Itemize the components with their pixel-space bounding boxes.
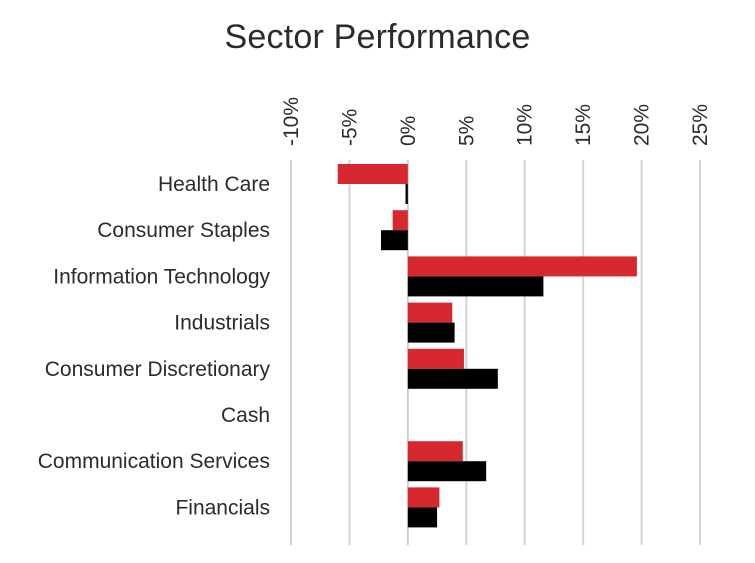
bar-black (405, 184, 408, 204)
category-label: Information Technology (53, 265, 270, 288)
bar-red (407, 302, 453, 323)
bar-black (407, 507, 438, 528)
x-tick-label: 10% (514, 104, 537, 146)
category-label: Consumer Staples (97, 219, 270, 242)
category-label: Communication Services (38, 450, 270, 473)
category-label: Health Care (158, 173, 270, 196)
x-axis-tick-labels: -10% -5% 0% 5% 10% 15% 20% 25% (280, 97, 712, 146)
category-label: Industrials (174, 312, 270, 335)
x-tick-label: 25% (689, 104, 712, 146)
bars (337, 164, 637, 528)
bar-black (407, 276, 544, 297)
x-tick-label: 20% (631, 104, 654, 146)
gridlines (290, 160, 701, 545)
category-label: Consumer Discretionary (45, 358, 271, 381)
x-tick-label: 0% (397, 116, 420, 146)
bar-red (407, 441, 463, 462)
category-labels: Health Care Consumer Staples Information T… (38, 173, 271, 519)
category-label: Financials (175, 496, 270, 519)
bar-red (407, 256, 637, 277)
bar-red (407, 348, 464, 369)
bar-black (407, 322, 455, 343)
x-tick-label: 5% (455, 116, 478, 146)
bar-black (380, 230, 408, 251)
x-tick-label: -10% (280, 97, 303, 146)
x-tick-label: -5% (338, 109, 361, 146)
chart-title: Sector Performance (224, 18, 531, 56)
bar-red (407, 487, 440, 508)
bar-red (337, 164, 408, 184)
x-tick-label: 15% (572, 104, 595, 146)
bar-black (407, 368, 498, 389)
bar-red (392, 210, 408, 231)
bar-black (407, 461, 487, 482)
category-label: Cash (221, 404, 270, 427)
